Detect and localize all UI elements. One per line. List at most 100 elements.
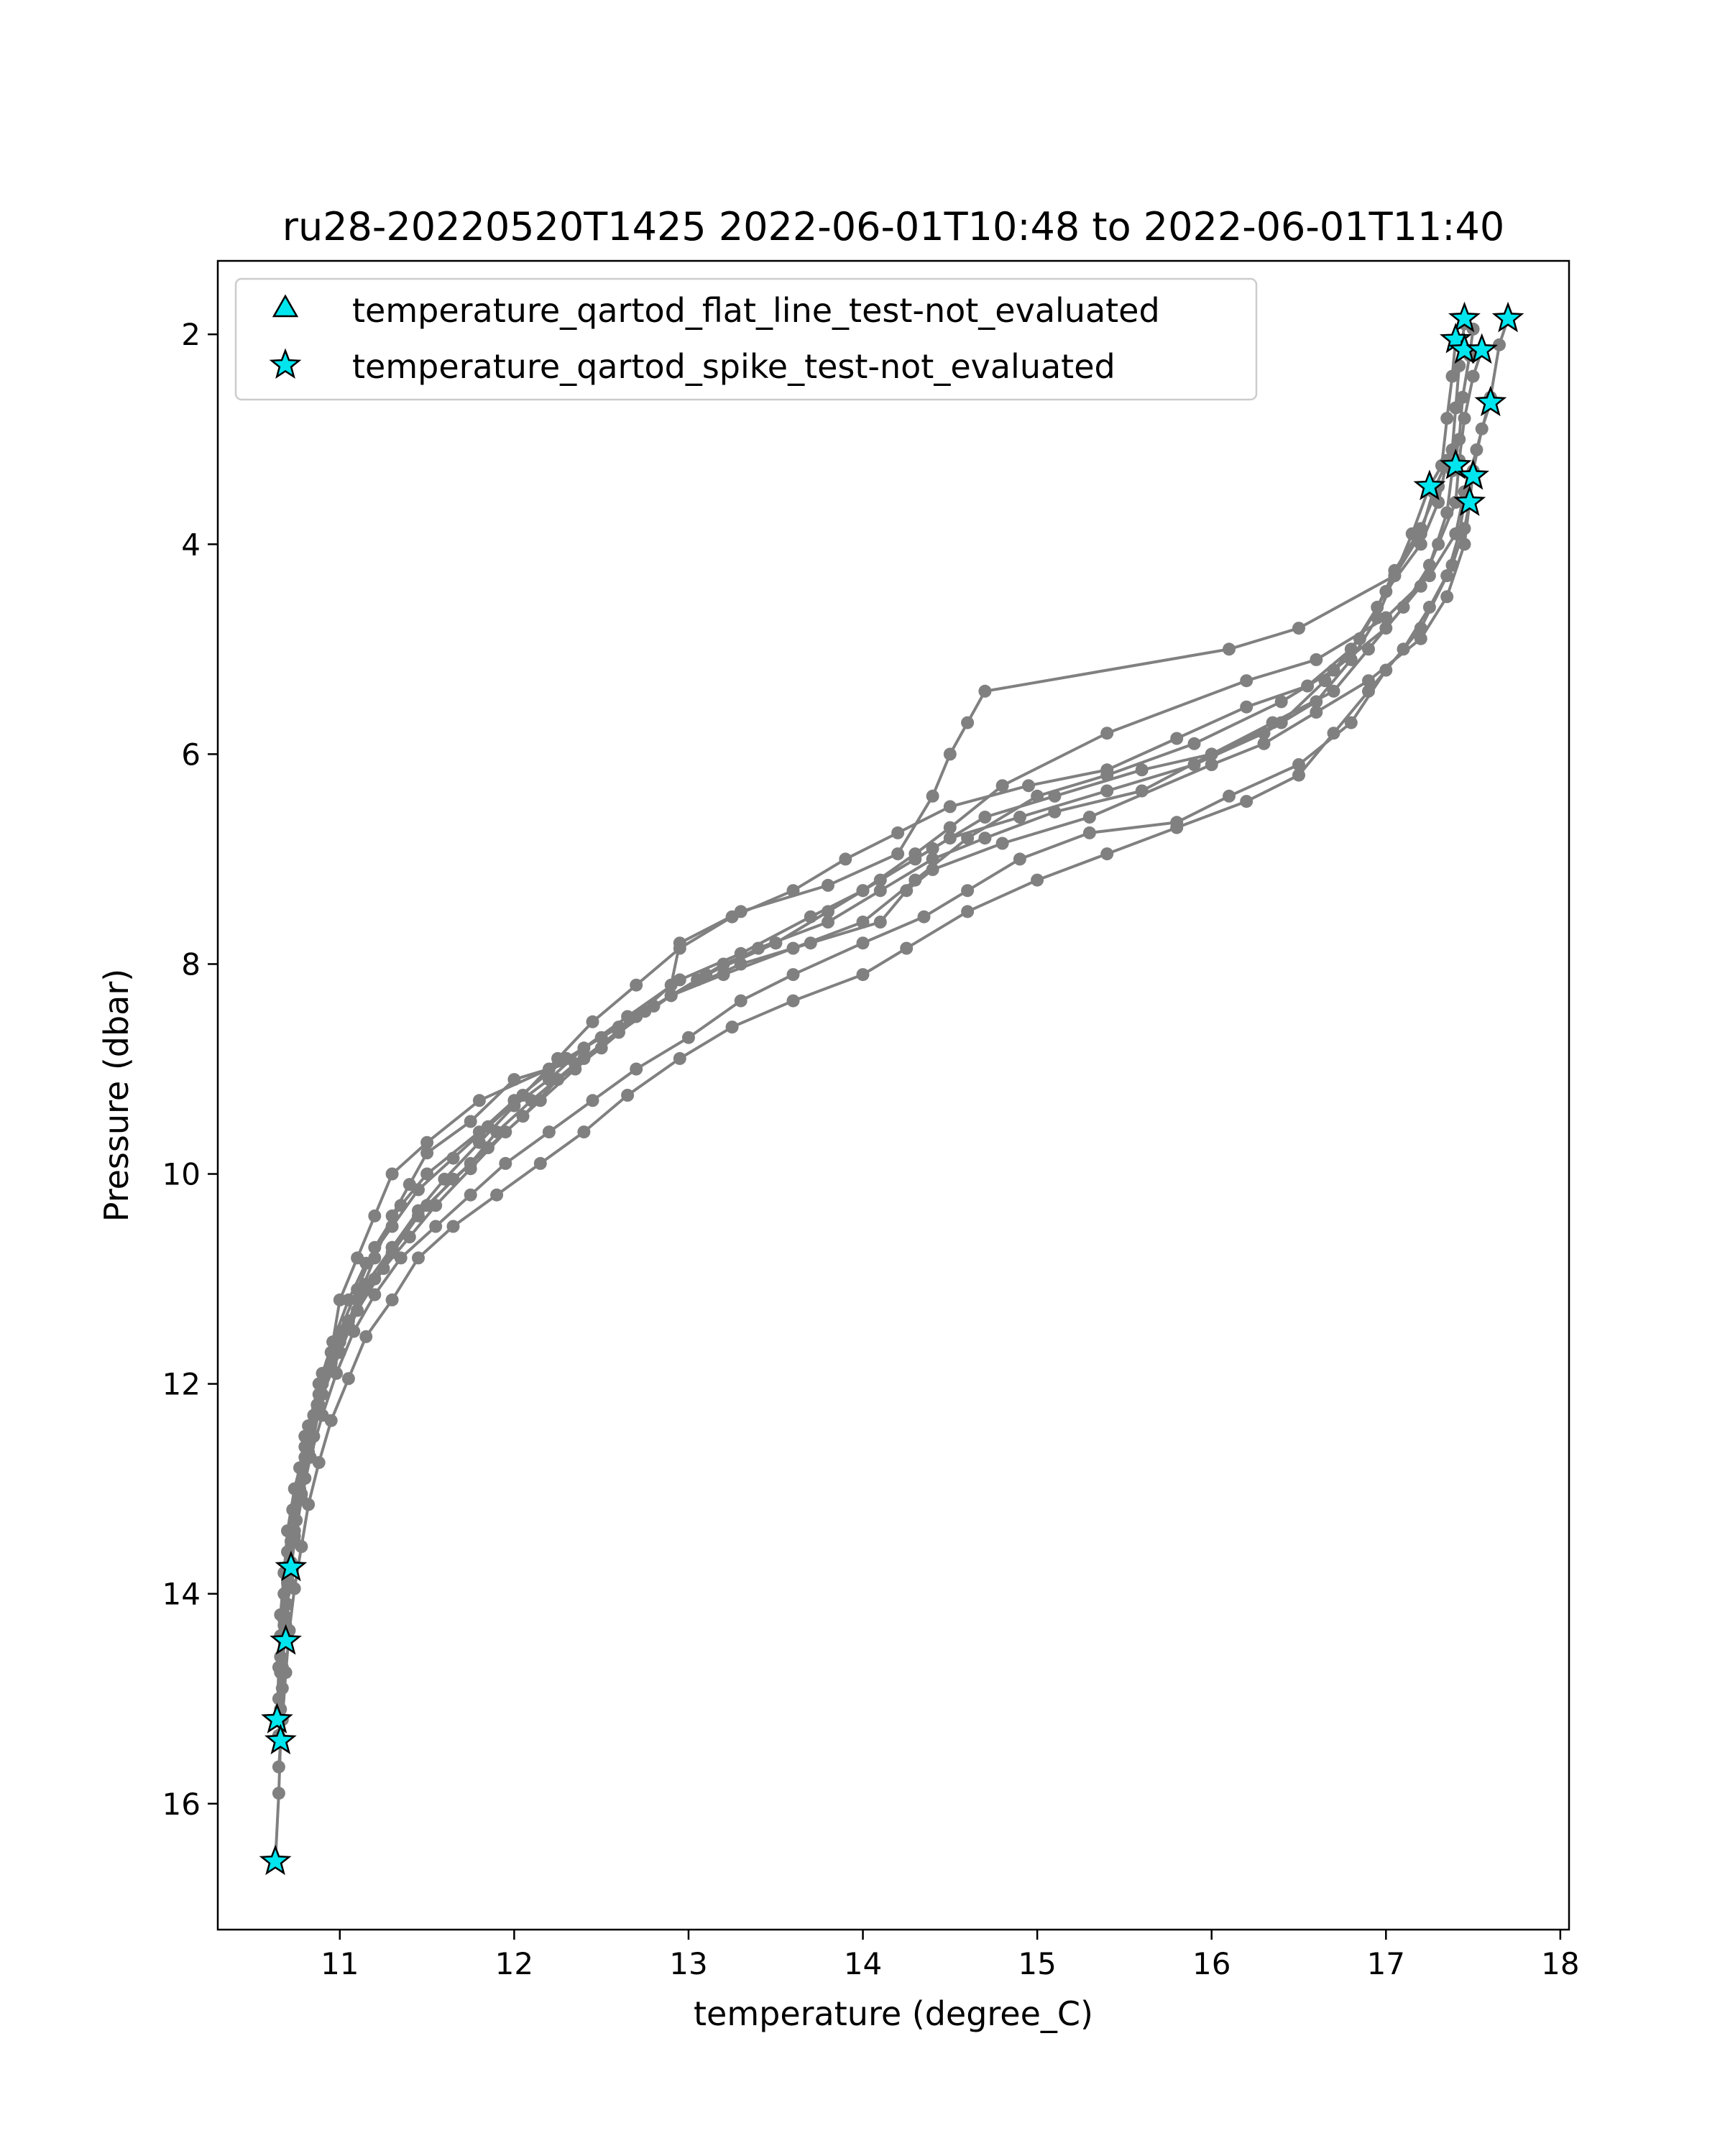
data-point (1344, 653, 1358, 666)
spike-test-marker (1448, 301, 1481, 333)
spike-test-marker (1466, 333, 1499, 364)
data-point (272, 1787, 285, 1800)
data-point (288, 1582, 301, 1595)
x-tick-label: 16 (1192, 1946, 1230, 1981)
data-point (1458, 522, 1471, 535)
data-point (1327, 684, 1340, 698)
data-point (1318, 674, 1332, 688)
x-tick-label: 15 (1018, 1946, 1056, 1981)
data-point (1274, 695, 1288, 709)
series-line-10 (279, 486, 1440, 1636)
data-point (586, 1094, 599, 1107)
data-point (1292, 768, 1305, 782)
data-point (1292, 758, 1305, 771)
data-point (1205, 747, 1218, 761)
data-point (1170, 732, 1184, 745)
data-point (1445, 369, 1459, 383)
data-point (1362, 642, 1375, 656)
data-point (978, 831, 992, 845)
data-point (943, 747, 957, 761)
data-point (1135, 763, 1149, 777)
x-axis: 11 12 13 14 15 16 17 18 (321, 1930, 1580, 1981)
spike-test-marker (259, 1844, 292, 1876)
data-point (429, 1220, 443, 1233)
data-point (324, 1414, 338, 1427)
data-point (586, 1015, 599, 1028)
data-point (1223, 642, 1236, 656)
data-point (1388, 563, 1402, 577)
data-point (630, 1062, 643, 1076)
data-point (1292, 622, 1305, 635)
data-point (943, 800, 957, 814)
data-point (1100, 784, 1114, 798)
data-point (272, 1760, 285, 1774)
data-point (446, 1151, 460, 1165)
data-point (1432, 495, 1445, 509)
data-point (277, 1587, 291, 1600)
data-point (330, 1367, 343, 1380)
data-point (472, 1094, 486, 1107)
data-point (1456, 390, 1469, 404)
data-point (1445, 558, 1459, 572)
data-point (341, 1293, 355, 1307)
chart-title: ru28-20220520T1425 2022-06-01T10:48 to 2… (282, 204, 1504, 249)
data-point (507, 1099, 521, 1112)
data-point (638, 1005, 652, 1018)
data-point (1013, 811, 1026, 824)
data-point (385, 1220, 399, 1233)
data-point (533, 1156, 547, 1170)
data-point (734, 994, 748, 1008)
data-point (1100, 727, 1114, 740)
series-line-7 (279, 475, 1475, 1710)
data-point (446, 1172, 460, 1186)
data-point (1344, 716, 1358, 729)
data-point (279, 1666, 293, 1680)
data-point (900, 941, 914, 955)
data-point (1135, 784, 1149, 798)
spike-test-marker (264, 1723, 297, 1755)
data-point (1301, 679, 1315, 693)
spike-test-marker (1474, 385, 1507, 417)
data-point (1031, 873, 1044, 887)
data-point (412, 1183, 425, 1197)
data-point (1048, 789, 1062, 803)
data-point (995, 779, 1009, 793)
data-point (943, 831, 957, 845)
x-tick-label: 12 (495, 1946, 533, 1981)
data-point (1187, 737, 1201, 750)
data-point (1397, 642, 1410, 656)
data-point (1422, 558, 1436, 572)
data-point (302, 1419, 316, 1432)
data-point (856, 884, 870, 898)
data-point (682, 1031, 695, 1044)
data-point (1371, 600, 1384, 614)
data-point (385, 1246, 399, 1260)
data-point (516, 1110, 530, 1123)
x-tick-label: 13 (669, 1946, 707, 1981)
series-line-6 (277, 339, 1458, 1736)
data-point (839, 852, 852, 866)
data-point (341, 1319, 355, 1333)
data-point (359, 1256, 373, 1270)
series-line-2 (289, 318, 1509, 1568)
data-point (516, 1089, 530, 1102)
data-point (1310, 695, 1323, 709)
data-point (1466, 369, 1480, 383)
data-point (926, 852, 939, 866)
data-point (1362, 684, 1375, 698)
data-point (1082, 826, 1096, 839)
data-point (1397, 600, 1410, 614)
data-point (961, 884, 975, 898)
x-tick-label: 11 (321, 1946, 359, 1981)
data-point (1414, 522, 1427, 535)
data-point (1223, 789, 1236, 803)
data-point (446, 1220, 460, 1233)
data-point (873, 916, 887, 929)
series-line-9 (277, 460, 1449, 1699)
data-point (542, 1125, 556, 1139)
data-point (673, 973, 686, 987)
data-point (464, 1115, 477, 1128)
data-point (499, 1156, 512, 1170)
y-tick-label: 12 (162, 1367, 201, 1402)
